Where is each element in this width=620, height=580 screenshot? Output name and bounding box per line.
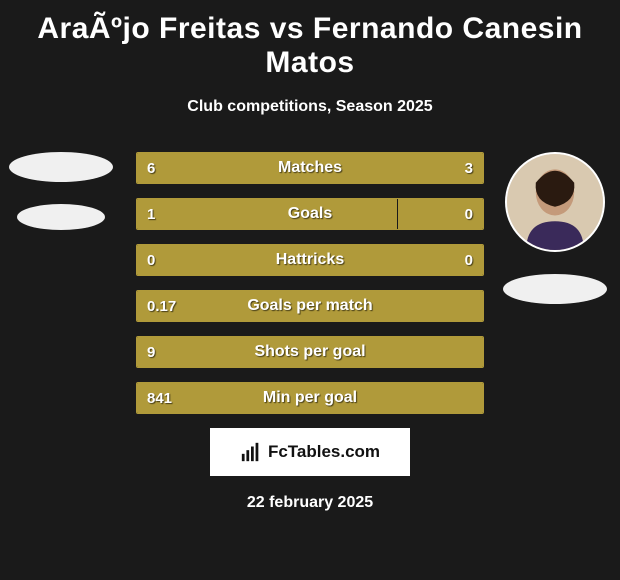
attribution-text: FcTables.com (268, 442, 380, 462)
player-right-avatar (505, 152, 605, 252)
stats-bars: Matches63 Goals10 Hattricks00 Goals per mat… (136, 152, 484, 414)
stat-row: Shots per goal9 (136, 336, 484, 368)
stat-row: Min per goal841 (136, 382, 484, 414)
player-right-shadow (503, 274, 607, 304)
comparison-content: Matches63 Goals10 Hattricks00 Goals per mat… (0, 152, 620, 512)
stat-row: Goals per match0.17 (136, 290, 484, 322)
page-title: AraÃºjo Freitas vs Fernando Canesin Mato… (0, 0, 620, 80)
player-left-col (6, 152, 116, 230)
fctables-logo-icon (240, 441, 262, 463)
stat-left-fill (137, 153, 368, 183)
player-left-avatar-placeholder (9, 152, 113, 182)
player-right-col (500, 152, 610, 304)
stat-left-fill (137, 337, 483, 367)
stat-row: Matches63 (136, 152, 484, 184)
stat-left-fill (137, 383, 483, 413)
stat-left-fill (137, 199, 397, 229)
player-left-shadow (17, 204, 105, 230)
stat-row: Goals10 (136, 198, 484, 230)
stat-row: Hattricks00 (136, 244, 484, 276)
stat-left-fill (137, 291, 483, 321)
date-line: 22 february 2025 (0, 494, 620, 512)
attribution-badge: FcTables.com (210, 428, 410, 476)
person-icon (507, 154, 603, 250)
subtitle: Club competitions, Season 2025 (0, 98, 620, 116)
stat-right-fill (397, 199, 484, 229)
stat-right-fill (368, 153, 483, 183)
